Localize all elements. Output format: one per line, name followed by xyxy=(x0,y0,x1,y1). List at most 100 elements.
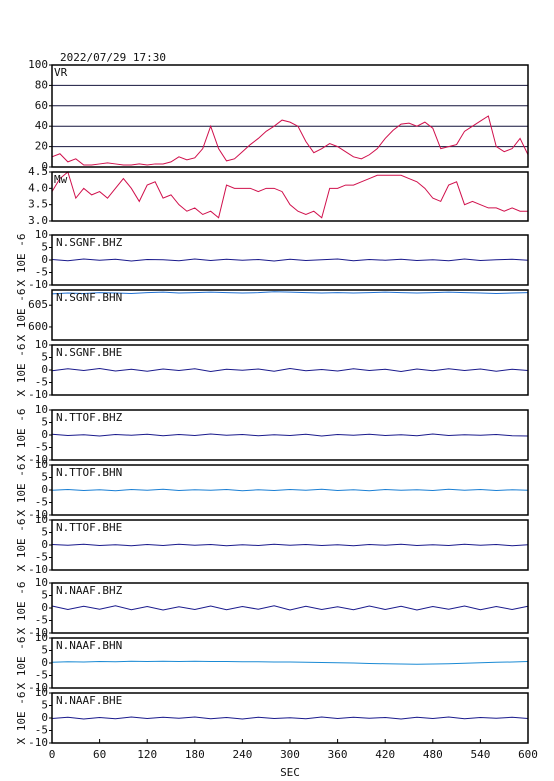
x-tick-label: 0 xyxy=(49,748,56,761)
y-tick-label: 0 xyxy=(41,483,48,496)
x-tick-label: 540 xyxy=(470,748,490,761)
y-tick-label: 4.0 xyxy=(28,181,48,194)
y-tick-label: -5 xyxy=(35,551,48,564)
y-tick-label: -5 xyxy=(35,376,48,389)
series-line xyxy=(51,660,529,665)
y-tick-label: 100 xyxy=(28,58,48,71)
y-tick-label: 10 xyxy=(35,458,48,471)
y-tick-label: 605 xyxy=(28,298,48,311)
panel-frame xyxy=(51,692,529,744)
y-tick-label: -10 xyxy=(28,508,48,521)
panel-label: Mw xyxy=(54,173,68,186)
series-line xyxy=(51,171,528,219)
y-tick-label: 3.0 xyxy=(28,214,48,227)
y-tick-label: -5 xyxy=(35,441,48,454)
trace-label: N.NAAF.BHN xyxy=(56,639,122,652)
series-line xyxy=(51,716,529,720)
y-tick-label: 20 xyxy=(35,140,48,153)
panel-frame xyxy=(51,519,529,571)
y-tick-label: 600 xyxy=(28,320,48,333)
y-tick-label: 5 xyxy=(41,241,48,254)
y-tick-label: -5 xyxy=(35,724,48,737)
x-tick-label: 420 xyxy=(375,748,395,761)
y-tick-label: -5 xyxy=(35,266,48,279)
y-tick-label: 10 xyxy=(35,686,48,699)
series-line xyxy=(51,605,529,611)
y-axis-label: X 10E -6 xyxy=(15,519,28,572)
panel-frame xyxy=(51,234,529,286)
y-axis-label: X 10E -6 xyxy=(15,464,28,517)
y-axis-label: X 10E -6 xyxy=(15,637,28,690)
x-axis-label: SEC xyxy=(280,766,300,779)
series-line xyxy=(51,291,529,295)
x-tick-label: 120 xyxy=(137,748,157,761)
trace-label: N.TTOF.BHN xyxy=(56,466,122,479)
y-tick-label: 0 xyxy=(41,538,48,551)
y-tick-label: -10 xyxy=(28,736,48,749)
y-axis-label: X 10E -6 xyxy=(15,692,28,745)
panel-frame xyxy=(51,171,529,222)
trace-label: N.NAAF.BHZ xyxy=(56,584,123,597)
panel-frame xyxy=(51,637,529,689)
series-line xyxy=(51,367,529,373)
x-tick-label: 480 xyxy=(423,748,443,761)
series-line xyxy=(51,433,529,437)
panel-frame xyxy=(51,64,529,168)
y-tick-label: -5 xyxy=(35,669,48,682)
series-line xyxy=(51,258,529,262)
y-tick-label: -10 xyxy=(28,388,48,401)
y-tick-label: 3.5 xyxy=(28,198,48,211)
panel-frame xyxy=(51,409,529,461)
y-tick-label: 0 xyxy=(41,601,48,614)
y-axis-label: X 10E -6 xyxy=(15,344,28,397)
series-line xyxy=(51,115,529,166)
y-tick-label: -10 xyxy=(28,681,48,694)
trace-label: N.TTOF.BHE xyxy=(56,521,122,534)
y-axis-label: X 10E -6 xyxy=(15,289,28,342)
y-tick-label: 0 xyxy=(41,160,48,173)
y-tick-label: -10 xyxy=(28,453,48,466)
panel-frame xyxy=(51,289,529,341)
y-tick-label: 0 xyxy=(41,363,48,376)
panel-label: VR xyxy=(54,66,68,79)
y-tick-label: 10 xyxy=(35,403,48,416)
y-tick-label: -10 xyxy=(28,563,48,576)
trace-label: N.SGNF.BHN xyxy=(56,291,122,304)
y-tick-label: 0 xyxy=(41,711,48,724)
y-tick-label: 5 xyxy=(41,699,48,712)
y-tick-label: 10 xyxy=(35,228,48,241)
y-tick-label: 5 xyxy=(41,526,48,539)
y-tick-label: 10 xyxy=(35,631,48,644)
y-tick-label: -10 xyxy=(28,626,48,639)
x-tick-label: 60 xyxy=(93,748,106,761)
y-tick-label: 10 xyxy=(35,513,48,526)
series-line xyxy=(51,488,529,492)
y-tick-label: -10 xyxy=(28,278,48,291)
y-axis-label: X 10E -6 xyxy=(15,409,28,462)
chart-title: 2022/07/29 17:30 xyxy=(60,51,166,64)
y-tick-label: 5 xyxy=(41,471,48,484)
y-tick-label: 10 xyxy=(35,576,48,589)
y-tick-label: 5 xyxy=(41,351,48,364)
y-tick-label: 5 xyxy=(41,416,48,429)
trace-label: N.SGNF.BHE xyxy=(56,346,122,359)
panel-frame xyxy=(51,464,529,516)
y-tick-label: 80 xyxy=(35,78,48,91)
x-tick-label: 360 xyxy=(328,748,348,761)
series-line xyxy=(51,543,529,547)
y-tick-label: 60 xyxy=(35,99,48,112)
y-tick-label: 10 xyxy=(35,338,48,351)
y-tick-label: -5 xyxy=(35,496,48,509)
y-tick-label: 5 xyxy=(41,644,48,657)
panel-frame xyxy=(51,582,529,634)
y-axis-label: X 10E -6 xyxy=(15,234,28,287)
y-axis-label: X 10E -6 xyxy=(15,582,28,635)
y-tick-label: 5 xyxy=(41,589,48,602)
x-tick-label: 180 xyxy=(185,748,205,761)
trace-label: N.TTOF.BHZ xyxy=(56,411,123,424)
y-tick-label: -5 xyxy=(35,614,48,627)
trace-label: N.NAAF.BHE xyxy=(56,694,122,707)
y-tick-label: 4.5 xyxy=(28,165,48,178)
y-tick-label: 40 xyxy=(35,119,48,132)
panel-frame xyxy=(51,344,529,396)
